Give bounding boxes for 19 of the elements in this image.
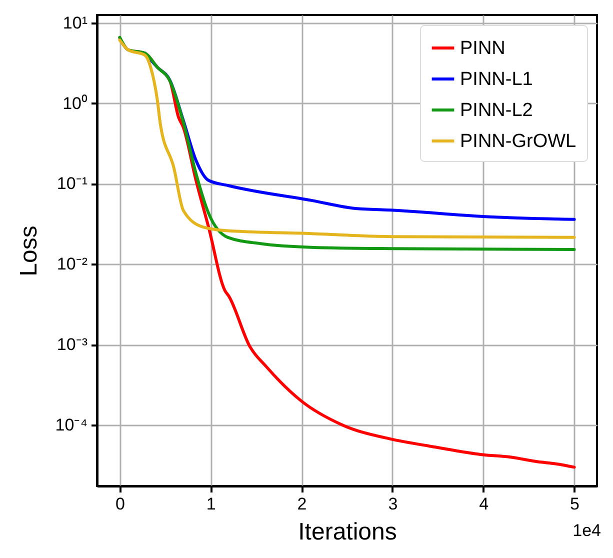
x-tick-label: 1 [206, 494, 216, 514]
x-tick-label: 3 [388, 494, 398, 514]
y-tick-label: 10⁻² [56, 254, 88, 274]
legend-label: PINN-GrOWL [460, 131, 576, 152]
x-tick-label: 2 [297, 494, 307, 514]
y-tick-label: 10⁻⁴ [55, 416, 88, 435]
y-tick-label: 10⁰ [62, 94, 88, 113]
legend-label: PINN-L2 [460, 100, 533, 121]
y-tick-label: 10¹ [62, 13, 88, 32]
legend-label: PINN [460, 38, 506, 59]
x-tick-label: 0 [115, 494, 125, 514]
x-tick-label: 4 [479, 494, 489, 514]
x-tick-label: 5 [570, 494, 580, 514]
y-tick-label: 10⁻¹ [56, 174, 88, 194]
x-axis-title: Iterations [298, 518, 397, 546]
y-axis-title: Loss [15, 226, 42, 276]
text: 1e4 [572, 521, 601, 540]
y-tick-label: 10⁻³ [56, 335, 88, 354]
legend-label: PINN-L1 [460, 69, 533, 90]
